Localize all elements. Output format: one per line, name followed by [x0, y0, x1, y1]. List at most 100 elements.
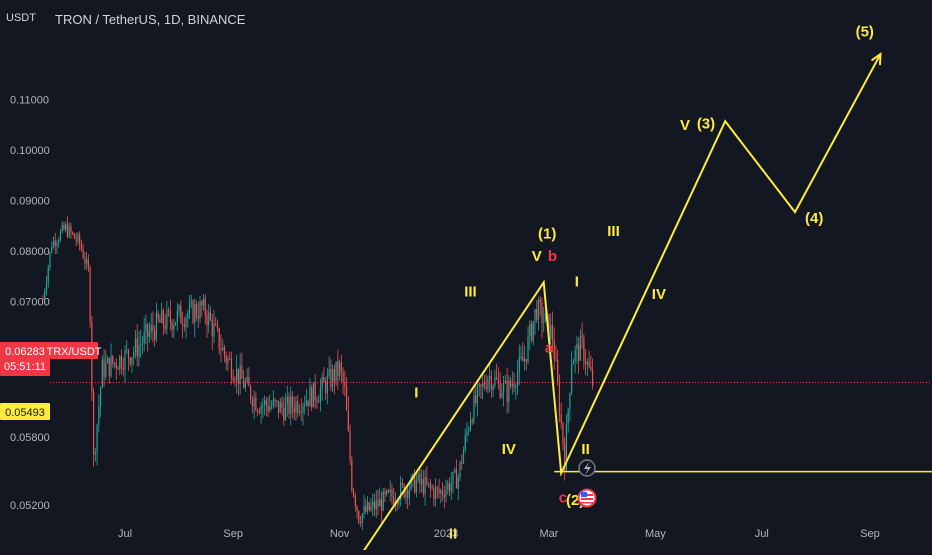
- candle-body: [230, 358, 233, 379]
- candle-body: [352, 489, 355, 497]
- candle-body: [436, 487, 438, 489]
- candle-body: [461, 462, 463, 464]
- candle-body: [236, 368, 238, 381]
- price-tick-label: 0.10000: [10, 145, 50, 157]
- candle-body: [192, 300, 194, 323]
- candle-body: [206, 315, 208, 326]
- candle-body: [277, 400, 280, 413]
- candle-body: [555, 359, 557, 361]
- level-price-value: 0.05493: [5, 407, 45, 419]
- candle-body: [471, 420, 473, 422]
- candle-body: [401, 482, 404, 485]
- symbol-label: TRX/USDT: [47, 346, 102, 358]
- candle-body: [178, 305, 180, 311]
- candle-body: [407, 490, 409, 498]
- candle-body: [222, 347, 224, 351]
- candle-body: [147, 324, 149, 337]
- candle-body: [138, 344, 140, 357]
- candle-body: [276, 400, 278, 402]
- candle-body: [126, 349, 128, 351]
- currency-label: USDT: [6, 12, 36, 24]
- chart-title: TRON / TetherUS, 1D, BINANCE: [55, 12, 246, 27]
- candle-body: [164, 325, 166, 329]
- candle-body: [560, 414, 562, 423]
- candle-body: [45, 282, 48, 292]
- candle-body: [150, 324, 152, 333]
- candle-body: [312, 382, 315, 408]
- wave-label: II: [581, 441, 589, 458]
- candle-body: [258, 411, 260, 413]
- candle-body: [251, 399, 253, 407]
- candle-body: [583, 337, 585, 362]
- candle-body: [223, 347, 226, 356]
- wave-label: III: [607, 223, 620, 240]
- candle-body: [518, 357, 520, 373]
- wave-label: III: [464, 283, 477, 300]
- wave-label: II: [449, 526, 457, 543]
- candle-body: [421, 479, 423, 484]
- candle-body: [140, 343, 142, 345]
- candle-body: [169, 311, 171, 322]
- candle-body: [326, 376, 328, 394]
- time-tick-label: Jul: [118, 528, 132, 540]
- candle-body: [475, 395, 477, 404]
- candle-body: [99, 388, 102, 407]
- candle-body: [129, 357, 131, 365]
- candle-body: [356, 506, 358, 511]
- candle-body: [82, 249, 84, 259]
- candle-body: [345, 385, 348, 410]
- candle-body: [269, 406, 271, 412]
- candle-body: [98, 406, 100, 425]
- event-flash-icon[interactable]: [578, 459, 596, 477]
- candle-body: [377, 500, 379, 507]
- candle-body: [469, 420, 472, 430]
- candle-body: [447, 483, 449, 490]
- candle-body: [372, 501, 374, 506]
- candle-body: [318, 401, 320, 403]
- symbol-badge: TRX/USDT: [47, 342, 102, 359]
- candle-body: [525, 358, 527, 362]
- candle-body: [58, 240, 60, 244]
- candle-body: [297, 401, 299, 413]
- candle-body: [243, 378, 245, 388]
- candle-body: [429, 482, 431, 488]
- candle-body: [473, 395, 475, 422]
- candle-body: [113, 362, 116, 364]
- candle-body: [286, 396, 288, 404]
- candle-body: [541, 302, 543, 324]
- candle-body: [218, 328, 220, 350]
- candle-body: [485, 386, 487, 389]
- candle-body: [349, 430, 351, 461]
- candle-body: [181, 323, 184, 326]
- candle-body: [490, 376, 492, 391]
- candle-body: [368, 502, 370, 511]
- candle-body: [75, 238, 77, 241]
- candle-body: [328, 368, 330, 377]
- candle-body: [417, 474, 419, 481]
- candle-body: [342, 371, 344, 383]
- time-tick-label: Sep: [223, 528, 243, 540]
- countdown-timer: 05:51:11: [4, 361, 46, 373]
- candle-body: [122, 368, 124, 370]
- candle-body: [544, 313, 547, 322]
- candle-body: [283, 408, 285, 420]
- candle-body: [468, 429, 470, 432]
- candle-body: [293, 407, 295, 413]
- candle-body: [260, 405, 262, 413]
- candle-body: [234, 380, 236, 382]
- candle-body: [572, 361, 574, 365]
- time-axis[interactable]: Jul Sep Nov 2023 Mar May Jul Sep: [118, 528, 880, 540]
- candle-body: [443, 494, 445, 498]
- time-tick-label: Nov: [330, 528, 350, 540]
- time-tick-label: Jul: [755, 528, 769, 540]
- candle-body: [358, 510, 360, 523]
- candle-body: [382, 491, 384, 511]
- candle-body: [49, 252, 51, 267]
- us-flag-event-icon[interactable]: [577, 488, 597, 508]
- candle-body: [270, 406, 273, 408]
- candle-body: [347, 409, 349, 431]
- candle-body: [314, 382, 316, 401]
- candle-body: [391, 489, 393, 497]
